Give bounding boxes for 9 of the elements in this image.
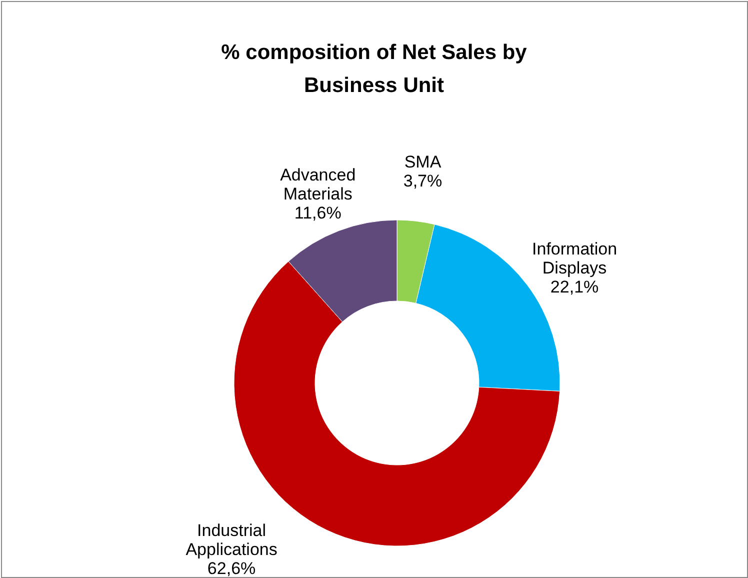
chart-title: % composition of Net Sales by Business Unit: [221, 41, 528, 97]
slice-label: Information Displays: [532, 240, 618, 278]
slice-label: Industrial Applications: [186, 521, 278, 559]
data-label: 22,1%: [550, 278, 599, 297]
data-label: 3,7%: [403, 172, 442, 190]
data-label: 62,6%: [207, 559, 256, 578]
slice-label: Advanced Materials: [280, 166, 356, 204]
data-label: 11,6%: [294, 204, 342, 223]
slice-label: SMA: [404, 152, 442, 172]
